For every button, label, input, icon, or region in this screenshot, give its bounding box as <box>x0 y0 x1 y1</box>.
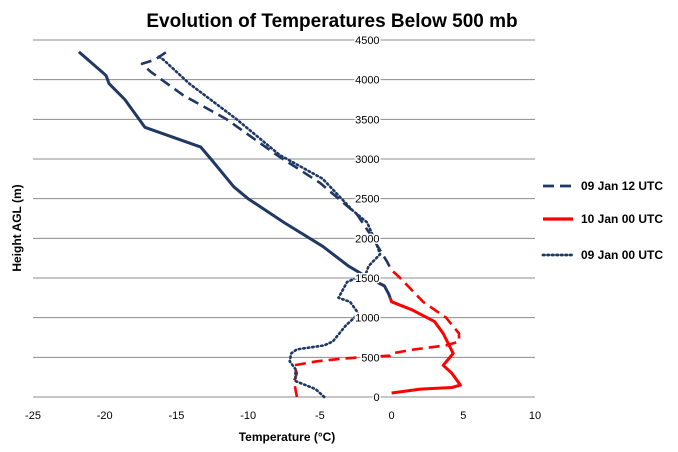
legend: 09 Jan 12 UTC 10 Jan 00 UTC 09 Jan 00 UTC <box>541 179 663 262</box>
x-tick-label: -15 <box>168 410 184 422</box>
chart-title: Evolution of Temperatures Below 500 mb <box>146 11 517 32</box>
legend-label-0: 09 Jan 12 UTC <box>581 179 663 193</box>
x-tick-label: 10 <box>529 410 541 422</box>
y-tick-label: 4500 <box>355 35 379 47</box>
legend-label-2: 09 Jan 00 UTC <box>581 248 663 262</box>
y-axis-label: Height AGL (m) <box>10 184 24 271</box>
series-line <box>156 54 382 399</box>
x-tick-label: -5 <box>315 410 325 422</box>
x-tick-label: 0 <box>389 410 395 422</box>
y-tick-label: 3000 <box>355 154 379 166</box>
x-tick-label: 5 <box>460 410 466 422</box>
y-tick-label: 2000 <box>355 233 379 245</box>
plot-area <box>77 50 462 399</box>
series-line-lower <box>292 265 461 398</box>
x-axis-ticks: -25 -20 -15 -10 -5 0 5 10 <box>25 410 541 422</box>
series-0 <box>140 50 461 398</box>
y-tick-label: 500 <box>361 352 379 364</box>
y-tick-label: 2500 <box>355 194 379 206</box>
series-2 <box>156 54 382 399</box>
y-tick-label: 1500 <box>355 273 379 285</box>
y-tick-label: 0 <box>373 392 379 404</box>
series-line-upper <box>77 50 392 299</box>
legend-label-1: 10 Jan 00 UTC <box>581 212 663 226</box>
x-axis-label: Temperature (°C) <box>239 430 336 444</box>
series-line-lower <box>388 297 462 395</box>
y-tick-label: 3500 <box>355 114 379 126</box>
x-tick-label: -20 <box>97 410 113 422</box>
x-tick-label: -10 <box>240 410 256 422</box>
y-axis-ticks: 0 500 1000 1500 2000 2500 3000 3500 4000 4500 <box>354 34 381 406</box>
x-tick-label: -25 <box>25 410 41 422</box>
series-1 <box>77 50 462 395</box>
y-tick-label: 1000 <box>355 313 379 325</box>
gridlines <box>33 39 535 398</box>
y-tick-label: 4000 <box>355 75 379 87</box>
